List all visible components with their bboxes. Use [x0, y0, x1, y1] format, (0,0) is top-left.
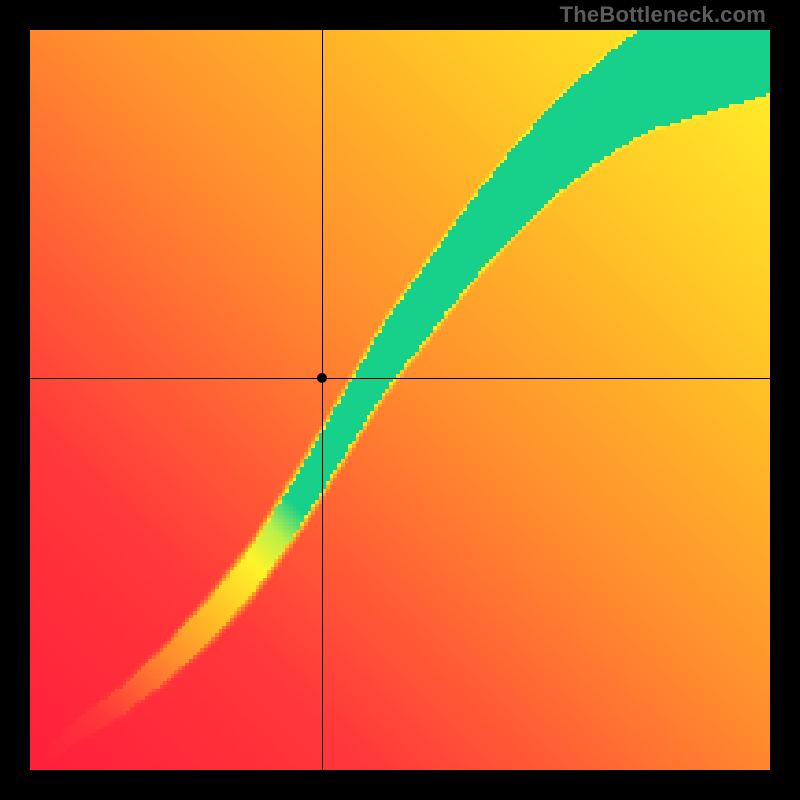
chart-frame: TheBottleneck.com — [0, 0, 800, 800]
crosshair-marker — [317, 373, 327, 383]
plot-area — [30, 30, 770, 770]
heatmap-canvas — [30, 30, 770, 770]
crosshair-horizontal — [30, 378, 770, 379]
watermark-text: TheBottleneck.com — [560, 2, 766, 28]
crosshair-vertical — [322, 30, 323, 770]
